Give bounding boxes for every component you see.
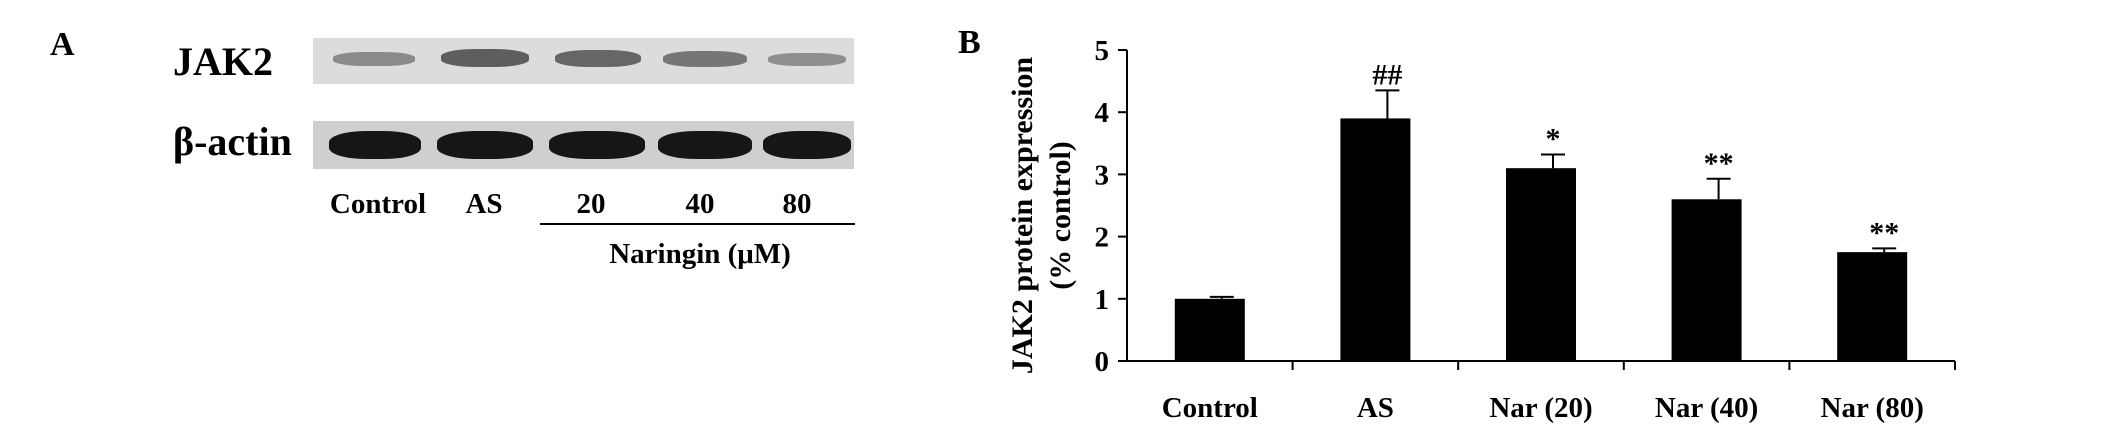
chart-marks: ##*****: [1174, 58, 1908, 361]
y-axis-label-line: JAK2 protein expression: [1006, 57, 1039, 375]
panel-a-letter: A: [50, 26, 75, 63]
y-axis-label-line: (% control): [1044, 141, 1077, 290]
x-category-label: Nar (20): [1489, 392, 1592, 424]
blot-row-label-jak2: JAK2: [173, 39, 273, 84]
significance-mark: *: [1546, 122, 1561, 155]
bar-3: [1506, 168, 1576, 361]
bar-5: [1837, 252, 1908, 361]
bar-4: [1671, 199, 1742, 361]
actin-band-20: [549, 131, 645, 159]
actin-band-as: [437, 131, 533, 159]
treatment-bracket-line: [540, 223, 855, 225]
lane-label-control: Control: [329, 188, 427, 220]
y-tick-label: 2: [1095, 222, 1110, 254]
treatment-label: Naringin (μM): [609, 238, 791, 270]
y-tick-label: 1: [1095, 284, 1110, 316]
jak2-band-control: [333, 52, 415, 66]
actin-band-40: [658, 131, 752, 159]
x-category-label: Nar (40): [1655, 392, 1758, 424]
blot-strip-beta-actin: [313, 121, 854, 169]
y-tick-label: 3: [1095, 159, 1110, 191]
y-tick-label: 0: [1095, 346, 1110, 378]
significance-mark: **: [1869, 216, 1899, 249]
lane-label-as: AS: [465, 188, 503, 220]
significance-mark: **: [1704, 147, 1734, 180]
actin-band-control: [329, 131, 421, 159]
bar-2: [1340, 118, 1411, 361]
lane-label-20: 20: [576, 188, 606, 220]
panel-b-letter: B: [958, 24, 981, 61]
y-axis-label: JAK2 protein expression (% control): [1006, 57, 1077, 375]
jak2-band-40: [663, 51, 747, 67]
jak2-band-as: [441, 49, 529, 67]
lane-label-40: 40: [685, 188, 715, 220]
blot-strip-jak2: [313, 38, 854, 84]
x-category-label: Nar (80): [1821, 392, 1924, 424]
y-tick-label: 5: [1095, 35, 1110, 67]
lane-label-80: 80: [782, 188, 812, 220]
x-category-label: AS: [1357, 392, 1394, 424]
jak2-band-80: [768, 53, 846, 66]
y-tick-label: 4: [1095, 97, 1110, 129]
jak2-band-20: [555, 50, 641, 67]
bar-1: [1174, 298, 1245, 361]
blot-row-label-beta-actin: β-actin: [173, 119, 292, 164]
x-category-label: Control: [1162, 392, 1258, 424]
actin-band-80: [763, 131, 851, 159]
significance-mark: ##: [1372, 58, 1402, 91]
